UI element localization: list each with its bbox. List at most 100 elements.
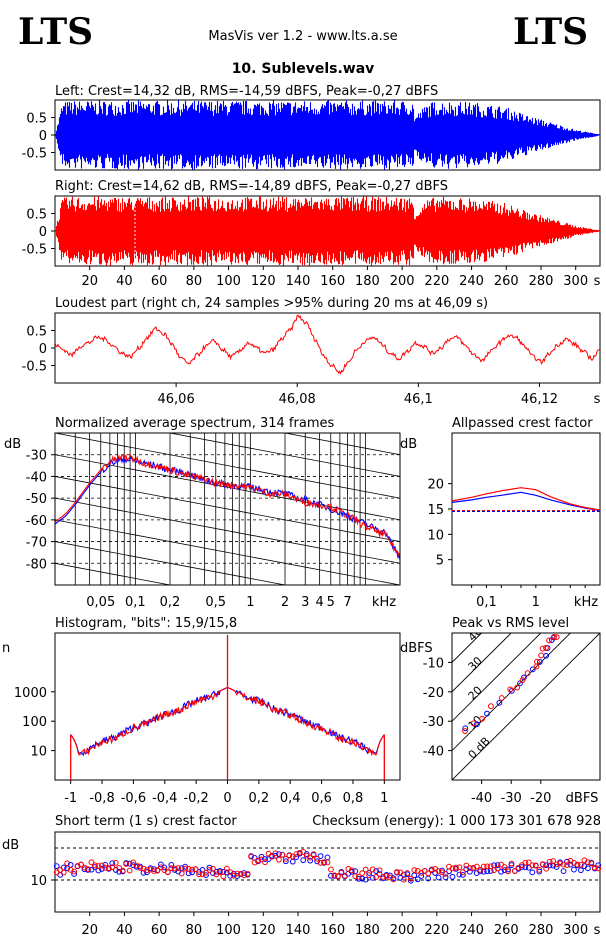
short-term-right-point bbox=[321, 859, 327, 866]
pvr-right-point bbox=[551, 634, 557, 640]
short-term-right-point bbox=[501, 864, 508, 870]
short-term-left-point bbox=[418, 873, 425, 879]
short-term-left-point bbox=[140, 869, 147, 876]
short-term-right-point bbox=[64, 860, 71, 867]
pvr-right-point bbox=[543, 645, 549, 651]
pvr-right-point bbox=[479, 715, 485, 722]
pvr-right-point bbox=[498, 695, 505, 701]
short-term-left-point bbox=[449, 873, 456, 880]
loudest-signal bbox=[54, 314, 601, 375]
short-term-left-point bbox=[206, 864, 213, 871]
short-term-right-point bbox=[352, 873, 359, 880]
short-term-right-point bbox=[383, 872, 390, 879]
short-term-right-point bbox=[262, 859, 268, 866]
short-term-left-point bbox=[501, 867, 508, 874]
pvr-crest-line bbox=[452, 633, 512, 693]
short-term-right-point bbox=[286, 852, 293, 859]
short-term-xtick-label: 60 bbox=[151, 923, 168, 938]
short-term-right-point bbox=[227, 869, 234, 876]
allpassed-ytick-label: 5 bbox=[436, 554, 444, 569]
short-term-left-point bbox=[203, 872, 209, 878]
spectrum-xtick-label: 5 bbox=[327, 595, 335, 610]
short-term-left-point bbox=[414, 876, 421, 883]
short-term-left-point bbox=[109, 860, 116, 867]
short-term-left-point bbox=[373, 868, 379, 874]
histogram-ytick-label: 100 bbox=[22, 715, 47, 730]
short-term-frame bbox=[54, 831, 601, 913]
right-waveform-xtick-label: 260 bbox=[494, 274, 519, 289]
spectrum-xtick-label: 0,2 bbox=[160, 595, 181, 610]
short-term-ylabel: dB bbox=[2, 838, 19, 853]
pvr-left-point bbox=[529, 666, 536, 673]
short-term-xtick-label: 280 bbox=[529, 923, 554, 938]
short-term-right-point bbox=[404, 870, 411, 876]
pvr-crest-label: 30 bbox=[466, 654, 485, 673]
right-waveform-xtick-label: 80 bbox=[186, 274, 203, 289]
short-term-right-point bbox=[390, 876, 397, 883]
short-term-right-point bbox=[578, 861, 584, 868]
short-term-right-point bbox=[171, 865, 178, 872]
short-term-left-point bbox=[466, 868, 473, 875]
pvr-crest-label: 20 bbox=[466, 684, 485, 703]
pvr-right-point bbox=[533, 658, 540, 665]
short-term-right-point bbox=[81, 864, 88, 871]
short-term-right-point bbox=[168, 865, 175, 872]
short-term-right-point bbox=[512, 868, 518, 874]
short-term-right-point bbox=[574, 861, 581, 868]
right-waveform-xtick-label: 300 bbox=[563, 274, 588, 289]
short-term-right-point bbox=[380, 874, 386, 880]
short-term-right-point bbox=[92, 862, 98, 869]
short-term-left-point bbox=[543, 862, 550, 869]
short-term-left-point bbox=[546, 862, 553, 869]
short-term-left-point bbox=[571, 866, 577, 873]
short-term-right-point bbox=[314, 855, 320, 862]
short-term-right-point bbox=[560, 861, 567, 868]
spectrum-ylabel: dB bbox=[4, 437, 21, 452]
spectrum-xtick-label: 4 bbox=[315, 595, 323, 610]
short-term-right-point bbox=[112, 859, 119, 866]
loudest-xtick-label: 46,08 bbox=[279, 392, 316, 407]
short-term-left-point bbox=[199, 866, 206, 873]
short-term-right-point bbox=[164, 869, 171, 876]
left-waveform-signal bbox=[54, 100, 601, 170]
short-term-right-point bbox=[85, 866, 91, 873]
loudest-ytick-label: -0.5 bbox=[22, 360, 47, 375]
short-term-right-point bbox=[272, 850, 279, 857]
histogram-title: Histogram, "bits": 15,9/15,8 bbox=[55, 616, 237, 631]
short-term-xtick-label: 140 bbox=[286, 923, 311, 938]
short-term-right-point bbox=[543, 865, 550, 872]
short-term-right-point bbox=[449, 865, 456, 872]
short-term-right-point bbox=[588, 860, 595, 867]
charts-layer: 0.50-0.50.50-0.520 40 60 80 100 120 140 160 180 2… bbox=[14, 99, 602, 938]
short-term-right-point bbox=[428, 866, 435, 873]
short-term-right-point bbox=[453, 864, 459, 871]
pvr-right-point bbox=[519, 677, 526, 684]
logo-left: LTS bbox=[18, 11, 93, 53]
right-waveform-xtick-label: 240 bbox=[459, 274, 484, 289]
loudest-part-title: Loudest part (right ch, 24 samples >95% … bbox=[55, 296, 488, 311]
short-term-right-point bbox=[470, 864, 477, 871]
short-term-xtick-label: 80 bbox=[186, 923, 203, 938]
short-term-left-point bbox=[185, 870, 192, 877]
short-term-right-point bbox=[116, 865, 123, 871]
short-term-right-point bbox=[477, 867, 484, 873]
spectrum-slope-line bbox=[55, 497, 400, 564]
short-term-right-point bbox=[331, 872, 338, 879]
short-term-left-point bbox=[157, 861, 164, 868]
short-term-right-point bbox=[536, 867, 543, 873]
short-term-right-point bbox=[199, 871, 206, 877]
short-term-right-point bbox=[397, 869, 404, 876]
short-term-xtick-label: 300 bbox=[563, 923, 588, 938]
short-term-right-point bbox=[78, 861, 84, 868]
spectrum-right-line bbox=[55, 453, 400, 557]
pvr-left-point bbox=[462, 725, 469, 732]
spectrum-xtick-label: 2 bbox=[281, 595, 289, 610]
short-term-left-point bbox=[53, 863, 60, 870]
spectrum-slope-line bbox=[55, 519, 400, 585]
short-term-xtick-label: 240 bbox=[459, 923, 484, 938]
short-term-xtick-label: 180 bbox=[355, 923, 380, 938]
loudest-ytick-label: 0 bbox=[39, 342, 47, 357]
right-waveform-xtick-label: 280 bbox=[529, 274, 554, 289]
